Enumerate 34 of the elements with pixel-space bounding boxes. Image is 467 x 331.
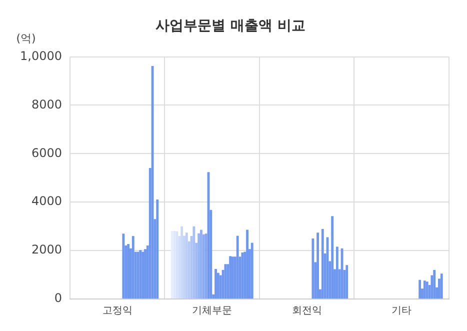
bar [423, 280, 426, 298]
bar [139, 250, 142, 298]
y-tick-label: 6000 [31, 146, 62, 160]
bar [132, 236, 134, 298]
bar [156, 199, 159, 298]
y-tick-label: 8000 [31, 97, 62, 112]
bar [236, 236, 239, 298]
y-tick-label: 2000 [31, 242, 62, 257]
bar [316, 232, 319, 298]
bar [250, 242, 254, 298]
bar [246, 230, 248, 298]
bar [321, 229, 324, 298]
chart-title: 사업부문별 매출액 비교 [156, 18, 306, 34]
y-tick-label: 0 [54, 291, 62, 306]
bar [346, 265, 348, 298]
bar [214, 268, 217, 298]
bar [170, 230, 174, 298]
x-tick-label: 기타 [392, 306, 412, 317]
bar [224, 264, 227, 298]
x-tick-label: 기체부문 [192, 306, 232, 317]
bar [440, 274, 443, 298]
bar [241, 252, 244, 298]
bar [312, 238, 314, 298]
bar [426, 282, 428, 298]
bar [331, 216, 334, 298]
y-tick-label: 1,0000 [20, 48, 62, 63]
y-tick-label: 4000 [31, 194, 62, 208]
y-axis-title: (억) [16, 32, 36, 46]
x-tick-label: 회전익 [292, 306, 322, 317]
bar [336, 246, 338, 298]
bar [418, 280, 422, 298]
x-tick-label: 고정익 [102, 306, 132, 317]
bar [122, 234, 125, 298]
bar [433, 270, 436, 298]
